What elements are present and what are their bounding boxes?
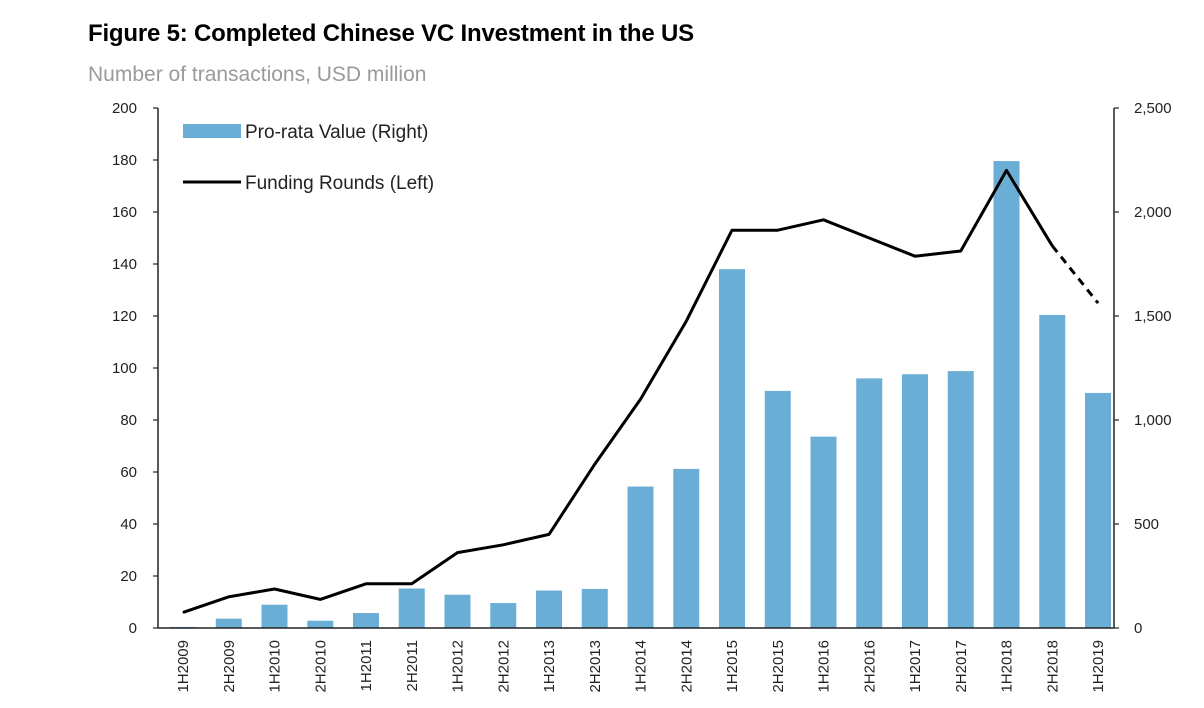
right-tick-label: 500 — [1134, 516, 1159, 533]
left-tick-label: 0 — [129, 620, 137, 637]
right-tick-label: 2,500 — [1134, 100, 1172, 117]
line-point-2H2009 — [228, 596, 230, 598]
x-tick-label: 1H2015 — [724, 640, 741, 693]
left-tick-label: 60 — [120, 464, 137, 481]
line-point-1H2016 — [823, 219, 824, 221]
x-tick-label: 1H2011 — [358, 640, 375, 691]
x-tick-label: 2H2016 — [861, 640, 878, 693]
line-point-2H2015 — [777, 229, 779, 231]
bar-1H2014 — [627, 486, 654, 628]
x-tick-label: 2H2013 — [587, 640, 604, 693]
bar-2H2010 — [307, 620, 334, 628]
chart-title: Figure 5: Completed Chinese VC Investmen… — [88, 20, 694, 47]
bar-1H2013 — [536, 590, 562, 628]
bar-1H2010 — [261, 604, 288, 628]
left-tick-label: 40 — [120, 516, 137, 533]
x-tick-label: 1H2017 — [907, 640, 924, 693]
line-point-1H2011 — [365, 583, 367, 585]
line-point-1H2017 — [914, 255, 916, 257]
line-point-1H2013 — [548, 533, 550, 535]
line-point-1H2015 — [731, 229, 733, 231]
line-point-1H2018 — [1006, 169, 1007, 171]
legend-line-label: Funding Rounds (Left) — [245, 173, 434, 194]
x-tick-label: 2H2009 — [221, 640, 238, 693]
line-point-1H2009 — [182, 611, 184, 613]
bar-2H2012 — [490, 603, 517, 628]
bar-2H2014 — [673, 468, 700, 628]
line-point-1H2012 — [457, 552, 458, 554]
left-tick-label: 180 — [112, 152, 137, 169]
left-tick-label: 100 — [112, 360, 137, 377]
x-tick-label: 1H2018 — [999, 640, 1016, 693]
line-point-2H2013 — [594, 463, 596, 465]
line-point-1H2014 — [640, 398, 641, 400]
x-tick-label: 1H2016 — [816, 640, 833, 693]
line-point-1H2010 — [274, 588, 275, 590]
bar-2H2017 — [947, 371, 974, 628]
left-tick-label: 80 — [120, 412, 137, 429]
bar-2H2016 — [856, 378, 883, 628]
bar-1H2016 — [810, 436, 837, 628]
line-point-2H2010 — [319, 598, 321, 600]
line-point-2H2011 — [411, 583, 413, 585]
funding-rounds-line-projected — [1051, 244, 1100, 304]
right-tick-label: 1,500 — [1134, 308, 1172, 325]
line-point-2H2014 — [685, 320, 687, 322]
x-tick-label: 2H2014 — [678, 640, 695, 693]
x-tick-label: 1H2012 — [450, 640, 467, 693]
line-point-2H2017 — [960, 250, 962, 252]
line-point-2H2018 — [1051, 245, 1053, 247]
bar-1H2017 — [902, 374, 928, 628]
bar-2H2009 — [215, 618, 242, 628]
legend-bar-swatch — [183, 124, 241, 138]
x-tick-label: 2H2015 — [770, 640, 787, 693]
x-tick-label: 2H2010 — [312, 640, 329, 693]
bar-1H2015 — [719, 269, 745, 628]
x-tick-label: 2H2012 — [495, 640, 512, 693]
left-tick-label: 160 — [112, 204, 137, 221]
bar-2H2018 — [1039, 314, 1066, 628]
right-tick-label: 2,000 — [1134, 204, 1172, 221]
left-tick-label: 120 — [112, 308, 137, 325]
bar-2H2011 — [398, 588, 425, 628]
x-tick-label: 1H2019 — [1090, 640, 1107, 693]
left-tick-label: 140 — [112, 256, 137, 273]
x-tick-label: 1H2010 — [267, 640, 284, 693]
bar-2H2015 — [764, 390, 791, 628]
right-tick-label: 0 — [1134, 620, 1142, 637]
x-tick-label: 1H2013 — [541, 640, 558, 693]
x-tick-label: 2H2011 — [404, 640, 421, 691]
left-tick-label: 200 — [112, 100, 137, 117]
legend-bar-label: Pro-rata Value (Right) — [245, 122, 428, 143]
bar-2H2013 — [581, 588, 608, 628]
right-tick-label: 1,000 — [1134, 412, 1172, 429]
line-point-2H2016 — [868, 237, 870, 239]
line-point-2H2012 — [502, 544, 504, 546]
bar-1H2019 — [1085, 392, 1111, 628]
left-tick-label: 20 — [120, 568, 137, 585]
x-tick-label: 1H2014 — [633, 640, 650, 693]
x-tick-label: 1H2009 — [175, 640, 192, 693]
x-tick-label: 2H2017 — [953, 640, 970, 693]
bar-1H2018 — [993, 161, 1020, 629]
line-point-1H2019 — [1097, 302, 1099, 304]
funding-rounds-line — [182, 168, 1054, 614]
bar-1H2011 — [353, 613, 379, 628]
chart-subtitle: Number of transactions, USD million — [88, 63, 427, 86]
bar-1H2012 — [444, 594, 471, 628]
x-tick-label: 2H2018 — [1044, 640, 1061, 693]
